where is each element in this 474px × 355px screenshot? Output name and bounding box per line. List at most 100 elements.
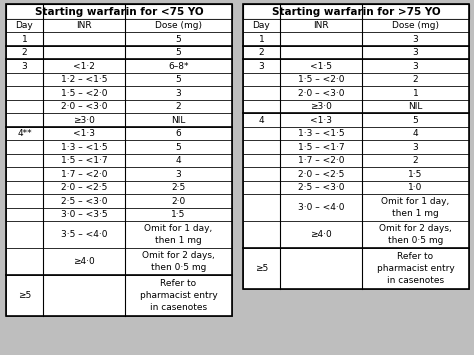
Text: 1·5: 1·5 (408, 169, 423, 179)
Bar (243, 4, 469, 19)
Bar (43, 59, 125, 73)
Bar (362, 154, 469, 167)
Text: 3·0 – <4·0: 3·0 – <4·0 (298, 203, 344, 212)
Bar (6, 46, 43, 59)
Bar (125, 154, 232, 167)
Text: INR: INR (76, 21, 91, 30)
Text: 3: 3 (412, 61, 419, 71)
Bar (6, 4, 232, 19)
Bar (362, 248, 469, 289)
Bar (243, 86, 280, 100)
Bar (362, 221, 469, 248)
Text: 3: 3 (412, 34, 419, 44)
Text: 5: 5 (412, 115, 419, 125)
Bar (125, 86, 232, 100)
Bar (6, 127, 43, 140)
Text: 3: 3 (412, 48, 419, 57)
Bar (243, 73, 280, 86)
Bar (243, 19, 280, 32)
Bar (125, 19, 232, 32)
Bar (243, 46, 280, 59)
Bar (6, 248, 43, 275)
Bar (280, 221, 362, 248)
Bar (125, 167, 232, 181)
Text: 1·7 – <2·0: 1·7 – <2·0 (61, 169, 107, 179)
Bar (6, 100, 43, 113)
Bar (43, 248, 125, 275)
Text: Refer to
pharmacist entry
in casenotes: Refer to pharmacist entry in casenotes (139, 279, 217, 312)
Bar (362, 86, 469, 100)
Bar (125, 221, 232, 248)
Text: 2: 2 (413, 156, 418, 165)
Text: 1·5 – <1·7: 1·5 – <1·7 (298, 142, 344, 152)
Bar (280, 194, 362, 221)
Bar (362, 19, 469, 32)
Bar (125, 181, 232, 194)
Bar (125, 275, 232, 316)
Text: <1·3: <1·3 (73, 129, 95, 138)
Bar (362, 59, 469, 73)
Text: 6–8*: 6–8* (168, 61, 189, 71)
Bar (43, 32, 125, 46)
Text: NIL: NIL (408, 102, 423, 111)
Text: ≥4·0: ≥4·0 (73, 257, 95, 266)
Bar (362, 100, 469, 113)
Bar (43, 275, 125, 316)
Bar (125, 127, 232, 140)
Text: <1·5: <1·5 (310, 61, 332, 71)
Text: ≥5: ≥5 (255, 264, 268, 273)
Bar (43, 86, 125, 100)
Bar (6, 19, 43, 32)
Bar (6, 59, 43, 73)
Text: 3·5 – <4·0: 3·5 – <4·0 (61, 230, 107, 239)
Text: 1·7 – <2·0: 1·7 – <2·0 (298, 156, 344, 165)
Text: 3: 3 (412, 142, 419, 152)
Bar (280, 154, 362, 167)
Bar (43, 154, 125, 167)
Text: Omit for 1 day,
then 1 mg: Omit for 1 day, then 1 mg (144, 224, 212, 245)
Bar (243, 248, 280, 289)
Bar (362, 127, 469, 140)
Bar (362, 140, 469, 154)
Text: 2: 2 (22, 48, 27, 57)
Bar (6, 32, 43, 46)
Text: 1·0: 1·0 (408, 183, 423, 192)
Bar (43, 140, 125, 154)
Bar (125, 113, 232, 127)
Bar (6, 181, 43, 194)
Bar (280, 181, 362, 194)
Bar (280, 100, 362, 113)
Bar (243, 167, 280, 181)
Text: ≥3·0: ≥3·0 (310, 102, 332, 111)
Bar (243, 140, 280, 154)
Bar (6, 86, 43, 100)
Text: Omit for 2 days,
then 0·5 mg: Omit for 2 days, then 0·5 mg (379, 224, 452, 245)
Bar (280, 59, 362, 73)
Text: 2·0: 2·0 (171, 197, 186, 206)
Bar (243, 59, 280, 73)
Bar (43, 46, 125, 59)
Text: 3: 3 (258, 61, 264, 71)
Bar (43, 167, 125, 181)
Bar (362, 181, 469, 194)
Bar (243, 154, 280, 167)
Bar (43, 221, 125, 248)
Bar (362, 194, 469, 221)
Text: 1·5 – <1·7: 1·5 – <1·7 (61, 156, 107, 165)
Bar (243, 32, 280, 46)
Text: 1·5: 1·5 (171, 210, 186, 219)
Bar (280, 46, 362, 59)
Bar (125, 46, 232, 59)
Bar (362, 73, 469, 86)
Text: ≥3·0: ≥3·0 (73, 115, 95, 125)
Bar (125, 59, 232, 73)
Text: 2·5 – <3·0: 2·5 – <3·0 (298, 183, 344, 192)
Text: <1·2: <1·2 (73, 61, 95, 71)
Bar (362, 46, 469, 59)
Bar (6, 167, 43, 181)
Text: 3: 3 (175, 88, 182, 98)
Text: Dose (mg): Dose (mg) (392, 21, 439, 30)
Bar (43, 194, 125, 208)
Text: Dose (mg): Dose (mg) (155, 21, 202, 30)
Bar (125, 32, 232, 46)
